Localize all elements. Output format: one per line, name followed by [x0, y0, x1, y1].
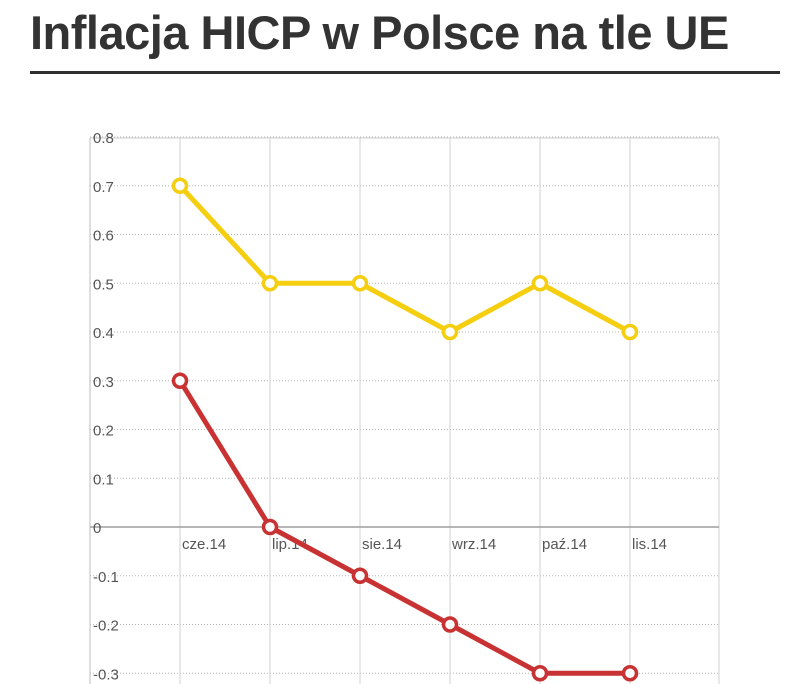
x-tick-label: sie.14 — [362, 536, 402, 553]
x-tick-label: lis.14 — [632, 536, 667, 553]
x-tick-label: paź.14 — [542, 536, 587, 553]
series-1-point — [351, 275, 369, 292]
series-2-point — [441, 616, 459, 633]
y-tick-label: 0.5 — [93, 276, 114, 293]
y-tick-label: -0.1 — [93, 569, 119, 586]
series-2-point — [171, 372, 189, 389]
series-1-point — [531, 275, 549, 292]
y-tick-label: 0 — [93, 520, 101, 537]
y-axis-labels: 0.8 0.7 0.6 0.5 0.4 0.3 0.2 0.1 0 -0.1 -0.2 -0.3 — [93, 130, 119, 683]
series-2-point — [621, 665, 639, 682]
series-2-point — [261, 518, 279, 536]
y-tick-label: -0.3 — [93, 666, 119, 683]
y-tick-label: 0.8 — [93, 130, 114, 147]
series-1-point — [441, 323, 459, 341]
series-1-point — [171, 177, 189, 194]
series-2-point — [351, 567, 369, 584]
chart-grid — [89, 136, 720, 684]
y-tick-label: 0.1 — [93, 471, 114, 488]
y-tick-label: 0.6 — [93, 228, 114, 245]
series-points — [171, 177, 639, 682]
series-1-point — [621, 323, 639, 341]
series-1-point — [261, 275, 279, 292]
title-underline — [30, 71, 780, 74]
x-axis-labels: cze.14 lip.14 sie.14 wrz.14 paź.14 lis.14 — [182, 536, 667, 553]
y-tick-label: 0.7 — [93, 179, 114, 196]
series-lines — [177, 183, 633, 676]
y-tick-label: 0.4 — [93, 325, 114, 342]
x-tick-label: wrz.14 — [451, 536, 496, 553]
y-tick-label: -0.2 — [93, 618, 119, 635]
series-line-2 — [177, 378, 633, 676]
page-title: Inflacja HICP w Polsce na tle UE — [30, 6, 729, 59]
y-tick-label: 0.2 — [93, 423, 114, 440]
series-2-point — [531, 665, 549, 682]
series-line-1 — [177, 183, 633, 335]
y-tick-label: 0.3 — [93, 374, 114, 391]
x-tick-label: cze.14 — [182, 536, 226, 553]
